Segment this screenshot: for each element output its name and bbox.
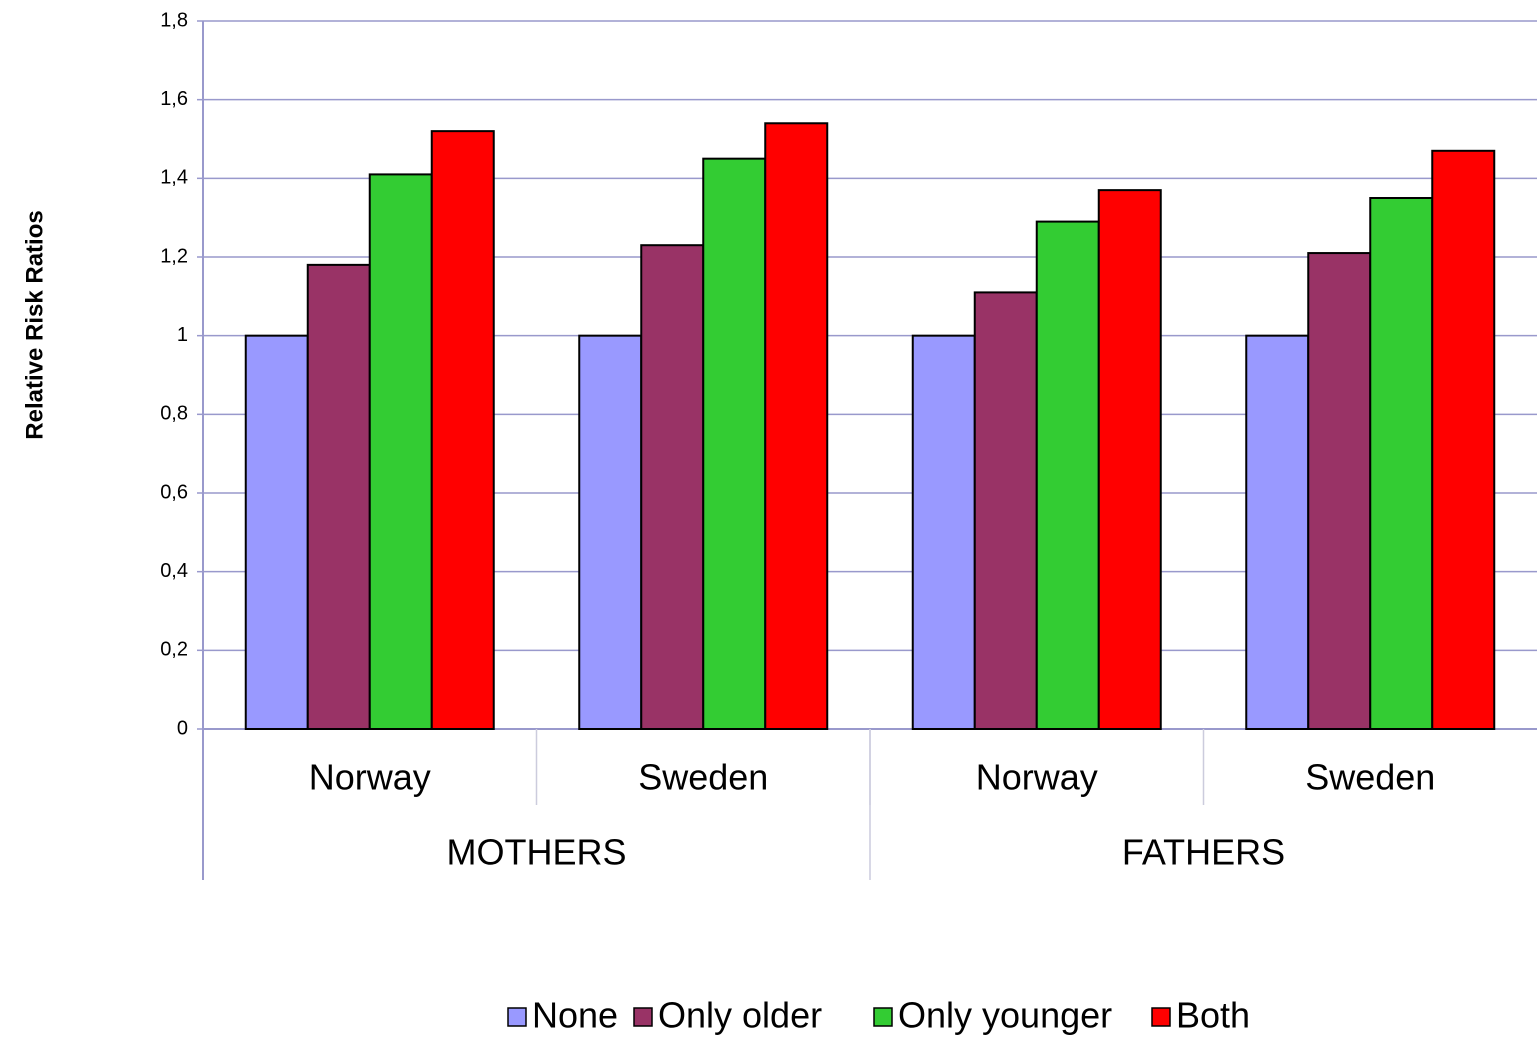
bar <box>911 334 976 730</box>
bar <box>306 263 371 730</box>
bar <box>430 130 495 730</box>
bar <box>702 157 767 730</box>
bar <box>1035 220 1100 730</box>
bar <box>1431 149 1496 731</box>
y-tick-label: 0,2 <box>160 639 188 661</box>
y-axis-label: Relative Risk Ratios <box>21 210 48 439</box>
bar <box>973 291 1038 730</box>
bar <box>1245 334 1310 730</box>
x-tick-label: Sweden <box>638 757 768 798</box>
x-tick-label: Sweden <box>1305 757 1435 798</box>
y-tick-label: 0,4 <box>160 560 188 582</box>
x-tick-label: Norway <box>309 757 431 798</box>
legend-label: None <box>532 995 618 1036</box>
group-label: FATHERS <box>1122 832 1285 873</box>
bar <box>1369 197 1434 730</box>
group-label: MOTHERS <box>447 832 627 873</box>
y-tick-label: 0,8 <box>160 403 188 425</box>
bar <box>764 122 829 731</box>
bar <box>244 334 309 730</box>
y-tick-label: 0,6 <box>160 481 188 503</box>
x-tick-label: Norway <box>976 757 1098 798</box>
y-tick-label: 1,2 <box>160 245 188 267</box>
bar <box>1097 189 1162 730</box>
y-tick-label: 1,6 <box>160 88 188 110</box>
y-tick-label: 1,8 <box>160 9 188 31</box>
legend-label: Only older <box>658 995 822 1036</box>
bar <box>640 244 705 730</box>
y-tick-label: 0 <box>177 717 188 739</box>
legend-swatch <box>633 1007 653 1027</box>
legend-swatch <box>507 1007 527 1027</box>
y-tick-label: 1 <box>177 324 188 346</box>
legend-swatch <box>873 1007 893 1027</box>
legend-label: Only younger <box>898 995 1112 1036</box>
legend-swatch <box>1151 1007 1171 1027</box>
bar <box>1307 252 1372 730</box>
legend-label: Both <box>1176 995 1250 1036</box>
y-tick-label: 1,4 <box>160 167 188 189</box>
bar <box>578 334 643 730</box>
bar <box>368 173 433 730</box>
